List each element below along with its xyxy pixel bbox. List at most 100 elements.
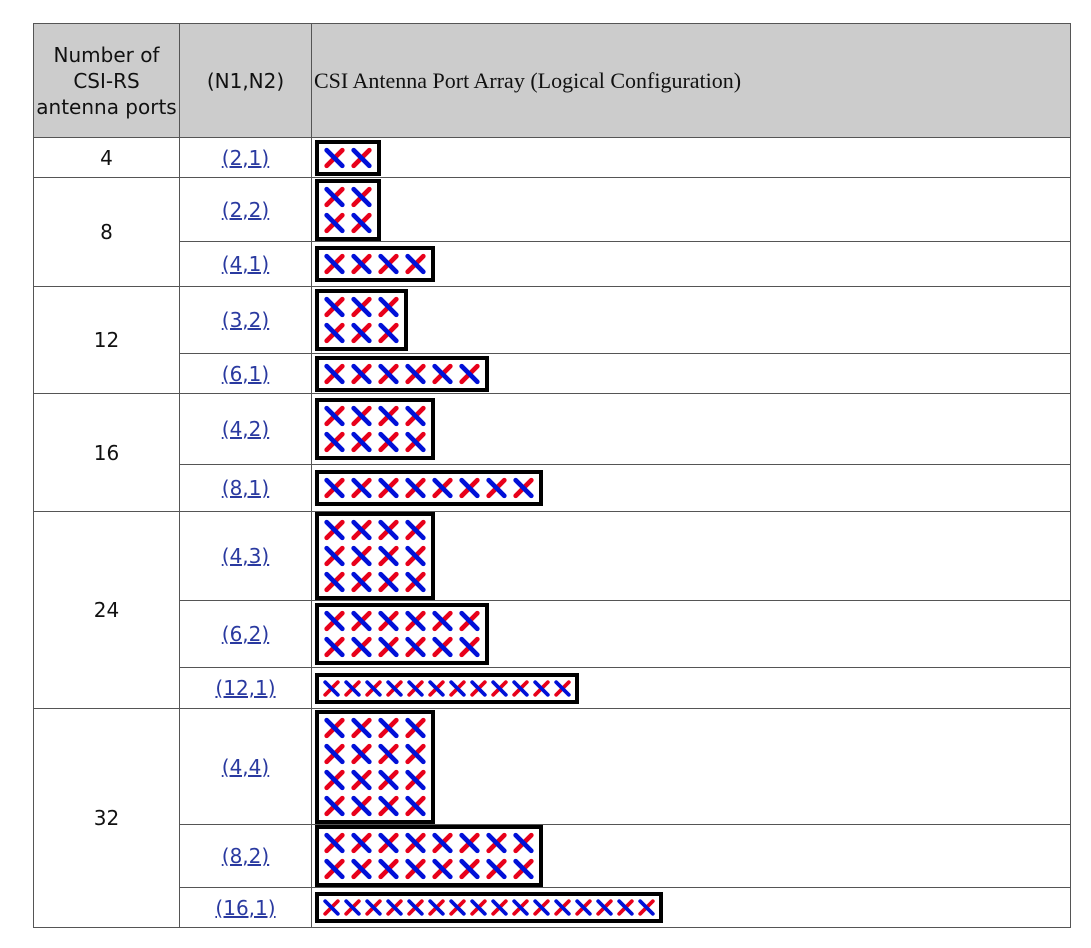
cross-polarized-element-icon: [405, 610, 426, 632]
cross-polarized-element-icon: [405, 571, 426, 593]
ports-cell: 32: [33, 708, 180, 928]
antenna-row: [321, 429, 429, 455]
cross-polarized-element-icon: [459, 636, 480, 658]
cross-polarized-element-icon: [533, 679, 550, 697]
array-cell: [311, 137, 1071, 178]
cross-polarized-element-icon: [432, 636, 453, 658]
cross-polarized-element-icon: [405, 477, 426, 499]
table-row: 4 (2,1): [33, 137, 1071, 178]
cross-polarized-element-icon: [351, 545, 372, 567]
config-link[interactable]: (12,1): [215, 676, 276, 700]
cross-polarized-element-icon: [351, 717, 372, 738]
antenna-row: [321, 678, 573, 699]
config-link[interactable]: (4,3): [221, 544, 270, 568]
antenna-row: [321, 715, 429, 741]
antenna-array: [315, 139, 381, 176]
cross-polarized-element-icon: [405, 545, 426, 567]
config-link[interactable]: (4,4): [221, 754, 270, 779]
cross-polarized-element-icon: [323, 679, 340, 697]
cross-polarized-element-icon: [554, 899, 571, 916]
config-link[interactable]: (6,2): [221, 622, 270, 646]
config-link[interactable]: (8,2): [221, 844, 270, 868]
config-link[interactable]: (8,1): [221, 476, 270, 500]
table-row: (12,1): [34, 667, 1071, 709]
cross-polarized-element-icon: [486, 858, 507, 880]
cross-polarized-element-icon: [513, 832, 534, 854]
config-link[interactable]: (4,1): [221, 252, 270, 276]
cross-polarized-element-icon: [378, 431, 399, 453]
antenna-array: [315, 709, 435, 824]
cross-polarized-element-icon: [405, 636, 426, 658]
config-link[interactable]: (16,1): [215, 895, 276, 920]
cross-polarized-element-icon: [351, 431, 372, 453]
table-row: 8 (2,2): [33, 177, 1071, 287]
cross-polarized-element-icon: [324, 363, 345, 384]
cross-polarized-element-icon: [386, 679, 403, 697]
cross-polarized-element-icon: [575, 899, 592, 916]
array-cell: [311, 600, 1071, 668]
array-cell: [311, 887, 1071, 928]
cross-polarized-element-icon: [491, 899, 508, 916]
table-row: 12 (3,2): [33, 286, 1071, 394]
cross-polarized-element-icon: [432, 610, 453, 632]
antenna-row: [321, 569, 429, 595]
cross-polarized-element-icon: [513, 477, 534, 499]
table-row: (6,2): [34, 600, 1071, 668]
cross-polarized-element-icon: [405, 743, 426, 764]
array-cell: [311, 824, 1071, 888]
cross-polarized-element-icon: [351, 212, 372, 233]
ports-cell: 4: [33, 137, 180, 178]
cross-polarized-element-icon: [323, 899, 340, 916]
config-link[interactable]: (2,2): [221, 197, 270, 222]
antenna-row: [321, 634, 483, 660]
cross-polarized-element-icon: [432, 832, 453, 854]
config-cell: (4,1): [179, 241, 312, 287]
cross-polarized-element-icon: [491, 679, 508, 697]
cross-polarized-element-icon: [638, 899, 655, 916]
array-cell: [311, 708, 1071, 825]
cross-polarized-element-icon: [324, 858, 345, 880]
cross-polarized-element-icon: [324, 519, 345, 541]
antenna-array: [315, 672, 579, 704]
array-cell: [311, 177, 1071, 242]
config-link[interactable]: (3,2): [221, 308, 270, 332]
antenna-array: [315, 470, 543, 506]
cross-polarized-element-icon: [324, 545, 345, 567]
antenna-array: [315, 289, 408, 351]
cross-polarized-element-icon: [324, 322, 345, 344]
cross-polarized-element-icon: [324, 743, 345, 764]
antenna-array: [315, 246, 435, 282]
header-n1n2: (N1,N2): [179, 23, 312, 138]
config-cell: (3,2): [179, 286, 312, 354]
cross-polarized-element-icon: [459, 832, 480, 854]
antenna-row: [321, 767, 429, 793]
antenna-row: [321, 294, 402, 320]
cross-polarized-element-icon: [365, 899, 382, 916]
cross-polarized-element-icon: [432, 477, 453, 499]
cross-polarized-element-icon: [407, 679, 424, 697]
table-row: (4,1): [34, 241, 1071, 287]
cross-polarized-element-icon: [351, 858, 372, 880]
config-link[interactable]: (2,1): [221, 145, 270, 170]
config-link[interactable]: (6,1): [221, 361, 270, 386]
cross-polarized-element-icon: [405, 519, 426, 541]
cross-polarized-element-icon: [407, 899, 424, 916]
config-cell: (2,2): [179, 177, 312, 242]
cross-polarized-element-icon: [378, 545, 399, 567]
antenna-array: [315, 603, 489, 665]
cross-polarized-element-icon: [378, 253, 399, 275]
cross-polarized-element-icon: [351, 147, 372, 168]
cross-polarized-element-icon: [449, 899, 466, 916]
cross-polarized-element-icon: [351, 769, 372, 790]
cross-polarized-element-icon: [459, 610, 480, 632]
array-cell: [311, 393, 1071, 465]
antenna-row: [321, 608, 483, 634]
antenna-array: [315, 892, 663, 923]
antenna-row: [321, 320, 402, 346]
table-row: 16 (4,2): [33, 393, 1071, 512]
antenna-array: [315, 825, 543, 887]
cross-polarized-element-icon: [617, 899, 634, 916]
cross-polarized-element-icon: [378, 405, 399, 427]
cross-polarized-element-icon: [386, 899, 403, 916]
config-link[interactable]: (4,2): [221, 417, 270, 441]
